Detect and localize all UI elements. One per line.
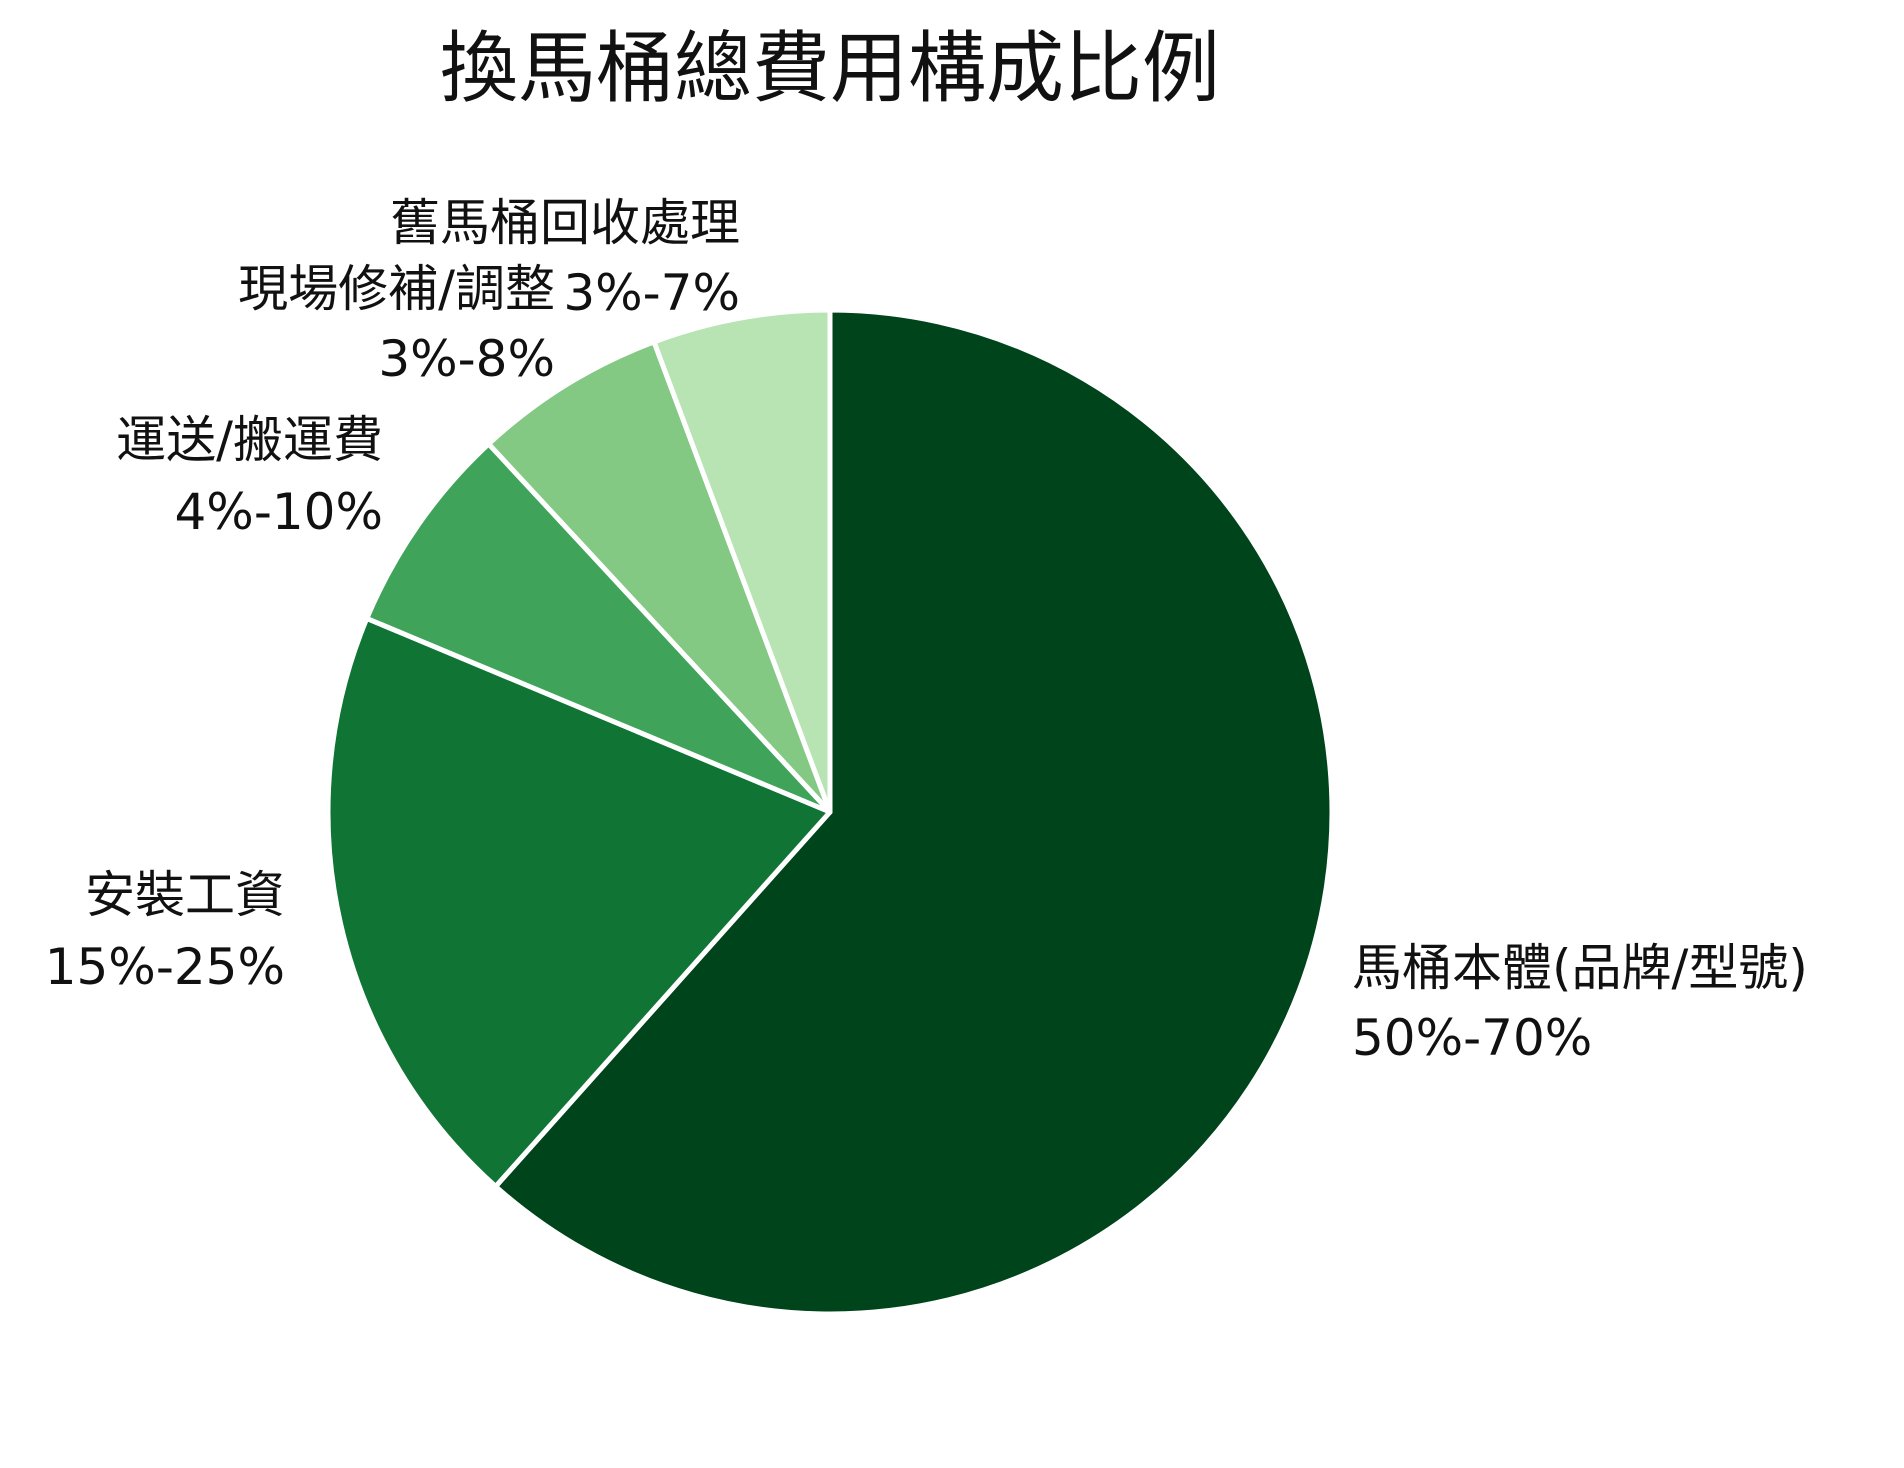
slice-label-range: 4%-10% [175,483,384,541]
slice-label-1: 馬桶本體(品牌/型號) 50%-70% [1352,939,1808,1067]
slice-label-name: 現場修補/調整 [238,260,555,318]
pie-slice-3 [364,441,833,815]
slice-label-range: 50%-70% [1352,1009,1592,1067]
slice-label-5: 舊馬桶回收處理 3%-7% [390,194,740,322]
slice-label-range: 15%-25% [45,938,285,996]
chart-title: 換馬桶總費用構成比例 [440,24,1220,114]
slice-label-name: 運送/搬運費 [116,411,383,469]
slice-label-4: 現場修補/調整 3%-8% [238,260,555,388]
pie-labels: 馬桶本體(品牌/型號) 50%-70% 安裝工資 15%-25% 運送/搬運費 4%-10… [45,194,1808,1067]
slice-label-range: 3%-7% [563,264,740,322]
slice-label-3: 運送/搬運費 4%-10% [116,411,383,541]
slice-label-2: 安裝工資 15%-25% [45,866,285,996]
slice-label-range: 3%-8% [378,330,555,388]
pie-slices [325,307,1335,1317]
pie-slice-1 [493,307,1335,1317]
slice-label-name: 舊馬桶回收處理 [390,194,740,252]
pie-slice-4 [486,339,833,815]
pie-slice-5 [651,307,833,815]
slice-label-name: 安裝工資 [85,866,285,924]
slice-label-name: 馬桶本體(品牌/型號) [1352,939,1808,997]
